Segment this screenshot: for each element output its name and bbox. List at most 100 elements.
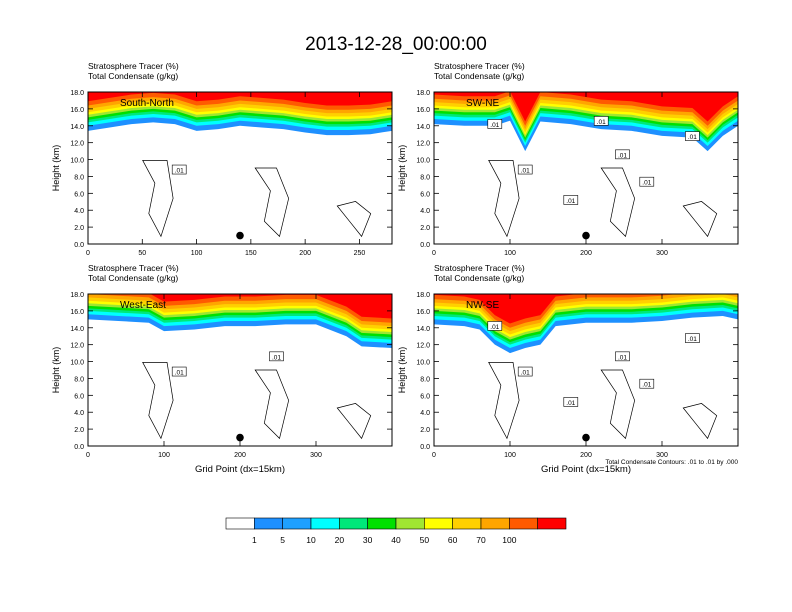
y-tick-label: 10.0 <box>70 360 84 367</box>
contour-label-box <box>171 164 187 175</box>
y-tick-label: 12.0 <box>70 141 84 148</box>
y-tick-label: 6.0 <box>420 191 430 198</box>
colorbar-label: 1 <box>252 535 257 545</box>
y-tick-label: 12.0 <box>70 343 84 350</box>
contour-label-box <box>517 366 533 377</box>
condensate-contour <box>488 362 520 440</box>
y-axis-label: Height (km) <box>397 347 407 394</box>
condensate-contour <box>142 362 174 440</box>
colorbar-box <box>225 517 255 530</box>
colorbar-box <box>367 517 397 530</box>
y-tick-label: 4.0 <box>420 410 430 417</box>
condensate-contour <box>254 167 290 238</box>
contour-label-box <box>563 195 579 205</box>
colorbar-label: 30 <box>363 535 373 545</box>
x-tick-label: 0 <box>86 452 90 459</box>
colorbar-box <box>254 517 283 530</box>
y-tick-label: 10.0 <box>416 360 430 367</box>
y-tick-label: 2.0 <box>420 427 430 434</box>
marker-dot <box>236 433 244 442</box>
contour-label-box <box>615 351 630 362</box>
contour-label-box <box>593 116 609 126</box>
panel-tracer-label: Stratosphere Tracer (%) <box>88 263 179 273</box>
y-tick-label: 12.0 <box>416 343 430 350</box>
y-tick-label: 16.0 <box>416 309 430 316</box>
contour-label-box <box>639 176 655 187</box>
y-tick-label: 14.0 <box>70 124 84 131</box>
y-tick-label: 18.0 <box>416 292 430 299</box>
panel-condensate-label: Total Condensate (g/kg) <box>434 273 524 283</box>
contour-label: .01 <box>618 152 627 159</box>
y-tick-label: 8.0 <box>74 174 84 181</box>
y-tick-label: 18.0 <box>70 292 84 299</box>
contour-label-box <box>685 131 700 141</box>
y-tick-label: 0.0 <box>420 444 430 451</box>
contour-label: .01 <box>490 324 499 331</box>
y-tick-label: 18.0 <box>70 90 84 97</box>
tracer-band <box>434 92 738 122</box>
panel-nw-se: .01 .01 .01 .01 .01 .01 NW-SE 0.0 2.0 4.0 6.0 8.0 10… <box>397 263 739 475</box>
x-tick-label: 200 <box>580 250 592 257</box>
y-tick-label: 2.0 <box>74 427 84 434</box>
figure-title: 2013-12-28_00:00:00 <box>305 34 487 55</box>
colorbar-label: 20 <box>335 535 345 545</box>
colorbar-box <box>509 517 538 530</box>
x-tick-label: 100 <box>158 452 170 459</box>
contour-label: .01 <box>521 370 530 377</box>
contour-label-box <box>487 119 503 129</box>
y-tick-label: 0.0 <box>74 444 84 451</box>
contour-label: .01 <box>566 198 575 205</box>
y-tick-label: 12.0 <box>416 141 430 148</box>
y-tick-label: 6.0 <box>74 191 84 198</box>
x-tick-label: 200 <box>580 452 592 459</box>
condensate-contour <box>682 403 718 440</box>
y-tick-label: 8.0 <box>74 376 84 383</box>
colorbar-label: 60 <box>448 535 458 545</box>
colorbar-label: 10 <box>306 535 316 545</box>
plot-frame <box>87 91 393 245</box>
x-tick-label: 50 <box>138 250 146 257</box>
x-tick-label: 300 <box>656 452 668 459</box>
y-tick-label: 2.0 <box>74 225 84 232</box>
y-tick-label: 16.0 <box>70 309 84 316</box>
x-tick-label: 300 <box>310 452 322 459</box>
y-tick-label: 18.0 <box>416 90 430 97</box>
contour-label: .01 <box>597 119 606 126</box>
colorbar-box <box>339 517 368 530</box>
panel-south-north: .01 South-North 0.0 2.0 4.0 6.0 8.0 10.0 12.0 14.… <box>51 61 393 257</box>
colorbar: 1 5 10 20 30 40 50 60 70 100 <box>225 517 567 545</box>
condensate-contour <box>600 167 636 238</box>
y-axis-label: Height (km) <box>397 145 407 192</box>
contour-footnote: Total Condensate Contours: .01 to .01 by… <box>605 459 738 466</box>
y-tick-label: 4.0 <box>74 208 84 215</box>
colorbar-box <box>395 517 425 530</box>
x-tick-label: 0 <box>86 250 90 257</box>
section-label: South-North <box>120 98 174 109</box>
x-tick-label: 150 <box>245 250 257 257</box>
x-tick-label: 200 <box>299 250 311 257</box>
colorbar-label: 50 <box>420 535 430 545</box>
plot-area: .01 South-North <box>88 92 392 238</box>
section-label: West-East <box>120 300 166 311</box>
y-tick-label: 2.0 <box>420 225 430 232</box>
colorbar-box <box>537 517 567 530</box>
x-tick-label: 200 <box>234 452 246 459</box>
contour-label: .01 <box>566 400 575 407</box>
contour-label-box <box>269 351 284 362</box>
x-tick-label: 0 <box>432 250 436 257</box>
x-tick-label: 100 <box>504 452 516 459</box>
contour-label: .01 <box>688 336 697 343</box>
condensate-contour <box>600 369 636 440</box>
y-tick-label: 0.0 <box>420 242 430 249</box>
contour-label-box <box>517 164 533 175</box>
condensate-contour <box>336 403 372 440</box>
y-tick-label: 8.0 <box>420 174 430 181</box>
tracer-band <box>434 294 579 324</box>
contour-label-box <box>563 397 579 407</box>
y-tick-label: 8.0 <box>420 376 430 383</box>
colorbar-label: 70 <box>476 535 486 545</box>
y-tick-label: 6.0 <box>74 393 84 400</box>
contour-label-box <box>171 366 187 377</box>
contour-label: .01 <box>642 180 651 187</box>
